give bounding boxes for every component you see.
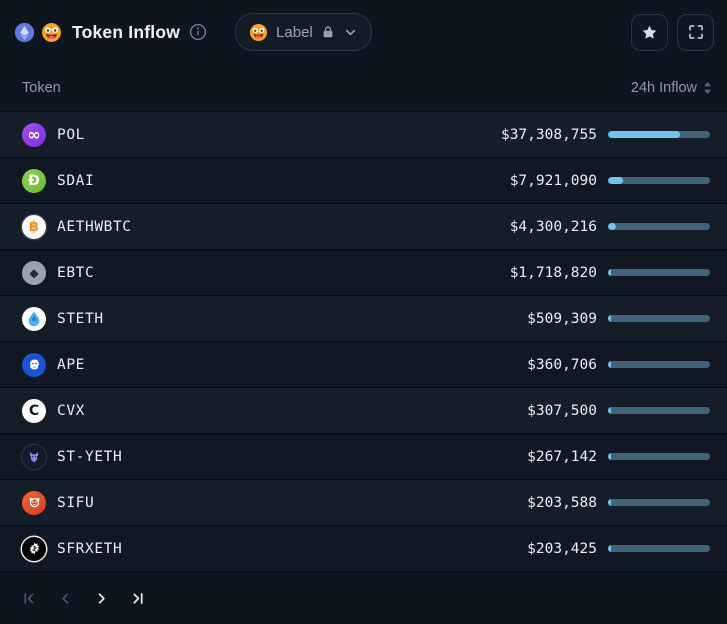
table-row[interactable]: SFRXETH $203,425 <box>0 525 727 571</box>
sort-icon <box>703 81 712 95</box>
steth-token-icon <box>22 306 46 331</box>
table-row[interactable]: C CVX $307,500 <box>0 387 727 433</box>
inflow-bar <box>608 177 710 184</box>
token-name: STETH <box>57 310 104 327</box>
smiley-emoji-icon <box>41 22 62 43</box>
table-row[interactable]: ST-YETH $267,142 <box>0 433 727 479</box>
column-header-24h-inflow-label: 24h Inflow <box>630 79 697 96</box>
inflow-bar-fill <box>608 545 611 552</box>
inflow-value: $307,500 <box>527 402 597 419</box>
inflow-bar-fill <box>608 177 624 184</box>
inflow-bar-fill <box>608 131 680 138</box>
ethereum-icon <box>14 22 35 43</box>
table-row[interactable]: Đ SDAI $7,921,090 <box>0 157 727 203</box>
token-name: SDAI <box>57 172 95 189</box>
inflow-value: $203,425 <box>527 540 597 557</box>
token-name: EBTC <box>57 264 95 281</box>
inflow-bar <box>608 315 710 322</box>
inflow-bar <box>608 269 710 276</box>
info-icon[interactable] <box>189 23 207 41</box>
inflow-value: $267,142 <box>527 448 597 465</box>
next-page-button[interactable] <box>94 591 109 606</box>
inflow-bar-fill <box>608 407 611 414</box>
star-icon <box>640 23 659 42</box>
token-table-body: ∞ POL $37,308,755 Đ SDAI $7,921,090 ฿ AE… <box>0 111 727 571</box>
inflow-value: $4,300,216 <box>509 218 597 235</box>
previous-page-button[interactable] <box>58 591 73 606</box>
inflow-bar-fill <box>608 499 611 506</box>
inflow-bar <box>608 499 710 506</box>
table-row[interactable]: SIFU $203,588 <box>0 479 727 525</box>
st-yeth-token-icon <box>22 444 46 469</box>
inflow-bar-fill <box>608 315 611 322</box>
fullscreen-button[interactable] <box>677 13 714 51</box>
inflow-bar <box>608 407 710 414</box>
token-name: CVX <box>57 402 85 419</box>
page-title: Token Inflow <box>72 21 181 42</box>
inflow-value: $509,309 <box>527 310 597 327</box>
inflow-bar-fill <box>608 453 611 460</box>
pol-token-icon: ∞ <box>22 122 46 147</box>
token-name: APE <box>57 356 85 373</box>
inflow-bar-fill <box>608 269 612 276</box>
inflow-bar <box>608 361 710 368</box>
token-name: SFRXETH <box>57 540 123 557</box>
panel-header: Token Inflow Label <box>0 0 727 64</box>
table-row[interactable]: ฿ AETHWBTC $4,300,216 <box>0 203 727 249</box>
last-page-button[interactable] <box>130 591 145 606</box>
smiley-emoji-icon <box>249 23 268 42</box>
inflow-value: $360,706 <box>527 356 597 373</box>
inflow-bar <box>608 545 710 552</box>
table-header: Token 24h Inflow <box>0 64 727 111</box>
token-name: SIFU <box>57 494 95 511</box>
favorite-button[interactable] <box>631 13 668 51</box>
inflow-value: $37,308,755 <box>500 126 597 143</box>
first-page-button[interactable] <box>22 591 37 606</box>
inflow-bar <box>608 223 710 230</box>
lock-icon <box>321 25 335 39</box>
table-row[interactable]: ◆ EBTC $1,718,820 <box>0 249 727 295</box>
sfrxeth-token-icon <box>22 536 46 561</box>
column-header-24h-inflow[interactable]: 24h Inflow <box>631 80 712 96</box>
table-row[interactable]: STETH $509,309 <box>0 295 727 341</box>
inflow-value: $7,921,090 <box>509 172 597 189</box>
chevron-down-icon <box>343 25 358 40</box>
ape-token-icon <box>22 352 46 377</box>
token-name: ST-YETH <box>57 448 123 465</box>
sdai-token-icon: Đ <box>22 168 46 193</box>
ebtc-token-icon: ◆ <box>22 260 46 285</box>
sifu-token-icon <box>22 490 46 515</box>
label-filter-text: Label <box>276 23 313 41</box>
token-name: POL <box>57 126 85 143</box>
column-header-token: Token <box>22 79 61 96</box>
inflow-value: $203,588 <box>527 494 597 511</box>
label-filter-button[interactable]: Label <box>235 13 372 51</box>
token-name: AETHWBTC <box>57 218 132 235</box>
inflow-value: $1,718,820 <box>509 264 597 281</box>
pagination <box>0 571 727 624</box>
table-row[interactable]: ∞ POL $37,308,755 <box>0 111 727 157</box>
inflow-bar-fill <box>608 223 617 230</box>
inflow-bar <box>608 453 710 460</box>
expand-icon <box>687 23 705 41</box>
aethwbtc-token-icon: ฿ <box>22 214 46 239</box>
cvx-token-icon: C <box>22 398 46 423</box>
inflow-bar <box>608 131 710 138</box>
inflow-bar-fill <box>608 361 611 368</box>
table-row[interactable]: APE $360,706 <box>0 341 727 387</box>
